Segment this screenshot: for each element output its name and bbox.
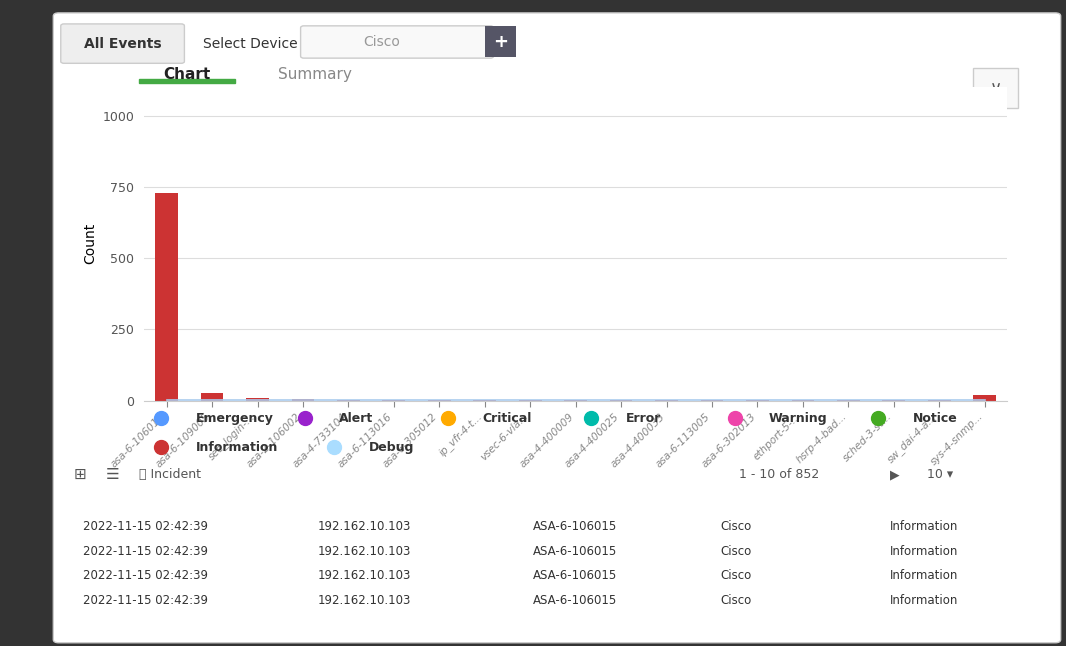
Text: All Events: All Events: [84, 37, 161, 51]
Text: ▶: ▶: [889, 468, 899, 481]
Text: Cisco: Cisco: [364, 35, 400, 49]
Text: Device: Device: [318, 495, 365, 508]
Text: Information: Information: [889, 520, 958, 533]
Text: Summary: Summary: [277, 67, 352, 82]
Text: 192.162.10.103: 192.162.10.103: [318, 569, 410, 582]
FancyBboxPatch shape: [485, 26, 516, 57]
Text: 10 ▾: 10 ▾: [927, 468, 953, 481]
Text: Severity: Severity: [889, 495, 948, 508]
Text: ASA-6-106015: ASA-6-106015: [533, 520, 617, 533]
Text: Information: Information: [196, 441, 278, 454]
Text: Alert: Alert: [339, 412, 373, 425]
FancyBboxPatch shape: [61, 24, 184, 63]
FancyBboxPatch shape: [53, 13, 1061, 643]
Bar: [156, 193, 178, 401]
Text: +: +: [492, 33, 508, 51]
Text: ASA-6-106015: ASA-6-106015: [533, 594, 617, 607]
FancyBboxPatch shape: [973, 68, 1018, 108]
Text: 192.162.10.103: 192.162.10.103: [318, 594, 410, 607]
Text: 192.162.10.103: 192.162.10.103: [318, 545, 410, 557]
Text: Error: Error: [626, 412, 661, 425]
Text: Chart: Chart: [163, 67, 210, 82]
Text: ASA-6-106015: ASA-6-106015: [533, 569, 617, 582]
Bar: [292, 399, 314, 401]
Text: Critical: Critical: [483, 412, 532, 425]
Text: Notice: Notice: [912, 412, 957, 425]
Text: Cisco: Cisco: [721, 520, 752, 533]
Text: 2022-11-15 02:42:39: 2022-11-15 02:42:39: [83, 569, 208, 582]
Text: 2022-11-15 02:42:39: 2022-11-15 02:42:39: [83, 594, 208, 607]
Text: Emergency: Emergency: [196, 412, 274, 425]
Text: Information: Information: [889, 545, 958, 557]
Text: ☰: ☰: [107, 467, 119, 483]
Text: 192.162.10.103: 192.162.10.103: [318, 520, 410, 533]
Text: Source: Source: [533, 495, 581, 508]
Text: Time ▾: Time ▾: [83, 495, 128, 508]
Text: Cisco: Cisco: [721, 545, 752, 557]
Text: DisplayName: DisplayName: [721, 495, 812, 508]
FancyBboxPatch shape: [301, 26, 494, 58]
Text: Cisco: Cisco: [721, 594, 752, 607]
Text: ∨: ∨: [989, 79, 1002, 97]
Text: Warning: Warning: [769, 412, 827, 425]
Y-axis label: Count: Count: [83, 224, 97, 264]
Text: 1 - 10 of 852: 1 - 10 of 852: [740, 468, 820, 481]
Text: ⊞: ⊞: [74, 467, 86, 483]
Text: 2022-11-15 02:42:39: 2022-11-15 02:42:39: [83, 545, 208, 557]
Text: 🔍 Incident: 🔍 Incident: [139, 468, 201, 481]
Text: ASA-6-106015: ASA-6-106015: [533, 545, 617, 557]
Text: Debug: Debug: [369, 441, 414, 454]
Text: Select Device: Select Device: [204, 37, 297, 51]
Bar: [337, 400, 359, 401]
Bar: [139, 79, 235, 83]
Bar: [973, 395, 996, 401]
Text: Cisco: Cisco: [721, 569, 752, 582]
Text: Information: Information: [889, 569, 958, 582]
Text: 2022-11-15 02:42:39: 2022-11-15 02:42:39: [83, 520, 208, 533]
Bar: [200, 393, 224, 401]
Text: Information: Information: [889, 594, 958, 607]
Bar: [246, 398, 269, 401]
